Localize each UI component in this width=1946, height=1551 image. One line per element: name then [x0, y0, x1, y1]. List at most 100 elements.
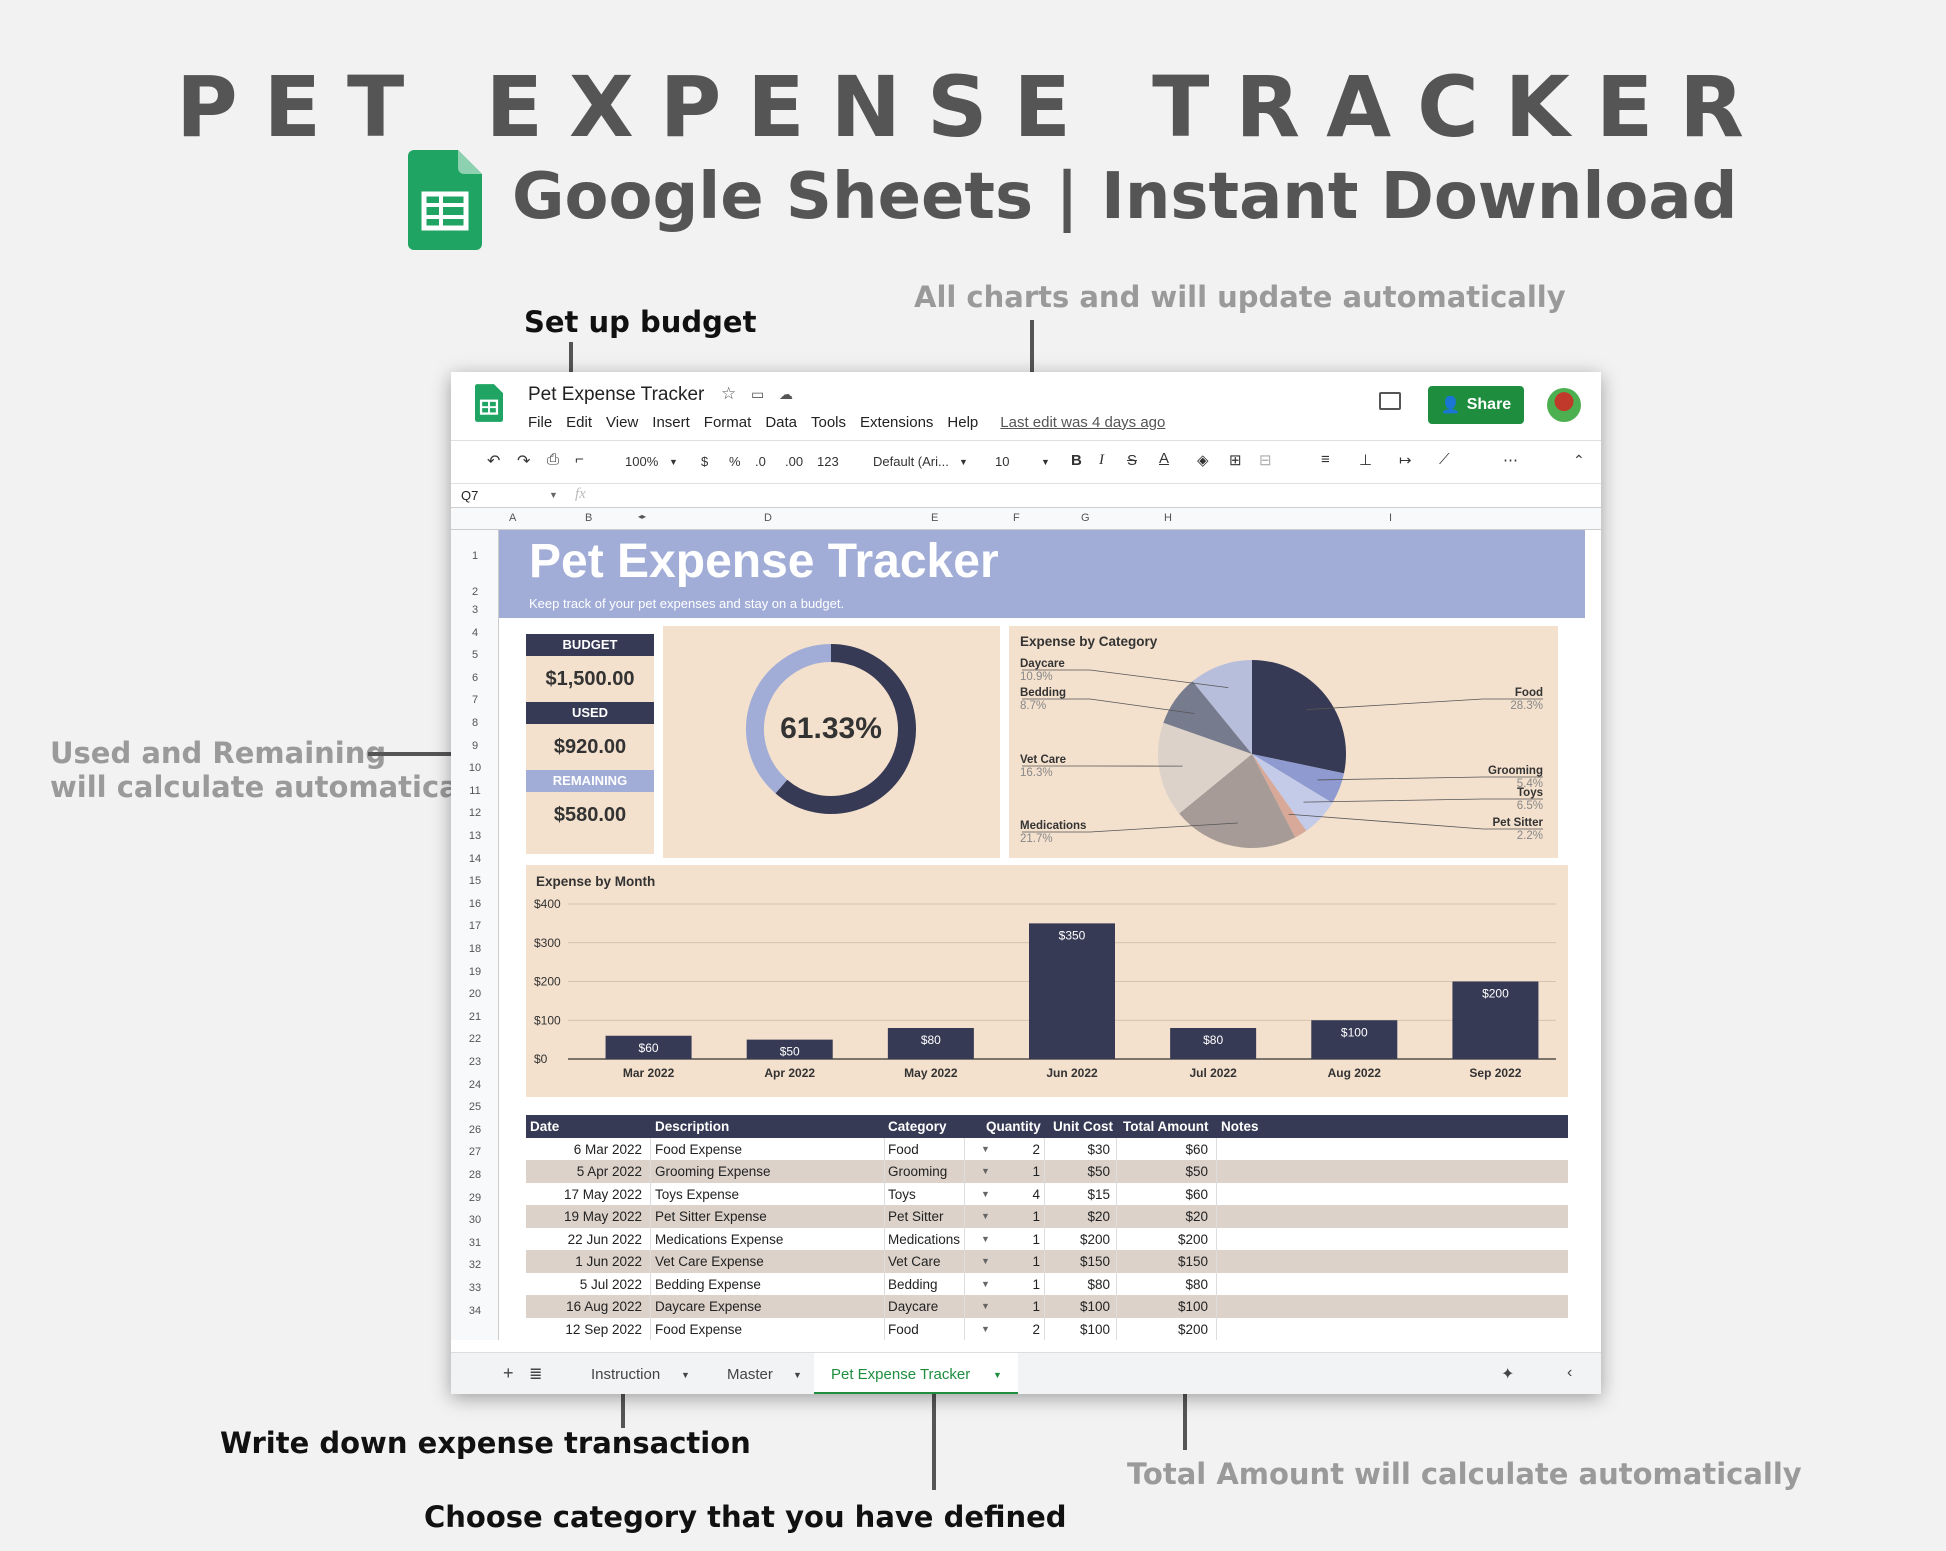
row-header[interactable]: 19 — [468, 965, 482, 978]
row-header[interactable]: 3 — [471, 604, 479, 616]
budget-value[interactable]: $1,500.00 — [545, 668, 635, 690]
category-dropdown-icon[interactable]: ▼ — [981, 1211, 990, 1221]
paint-format-icon[interactable]: ⌐ — [575, 451, 584, 468]
borders-icon[interactable]: ⊞ — [1229, 452, 1242, 469]
unit-cost-cell[interactable]: $20 — [1087, 1209, 1110, 1224]
increase-decimal-button[interactable]: .00 — [785, 454, 804, 469]
row-header[interactable]: 16 — [468, 897, 482, 910]
quantity-cell[interactable]: 1 — [1032, 1276, 1040, 1292]
row-header[interactable]: 30 — [468, 1214, 482, 1227]
align-left-icon[interactable]: ≡ — [1321, 451, 1330, 468]
chevron-down-icon[interactable]: ▼ — [681, 1370, 690, 1380]
strikethrough-button[interactable]: S — [1127, 452, 1138, 469]
description-cell[interactable]: Daycare Expense — [655, 1299, 762, 1314]
quantity-cell[interactable]: 1 — [1032, 1164, 1040, 1179]
unit-cost-cell[interactable]: $30 — [1087, 1141, 1110, 1157]
add-sheet-icon[interactable]: + — [503, 1363, 514, 1383]
column-header[interactable]: I — [1389, 512, 1393, 524]
unit-cost-cell[interactable]: $200 — [1079, 1231, 1110, 1247]
sheets-app-icon[interactable] — [475, 384, 503, 422]
column-header[interactable]: B — [585, 512, 593, 524]
font-size-select[interactable]: 10 — [995, 454, 1010, 469]
chevron-down-icon[interactable]: ▼ — [959, 457, 968, 467]
category-dropdown-icon[interactable]: ▼ — [981, 1143, 990, 1154]
date-cell[interactable]: 17 May 2022 — [563, 1186, 642, 1202]
row-header[interactable]: 22 — [468, 1033, 482, 1046]
total-amount-cell[interactable]: $80 — [1185, 1276, 1208, 1292]
chevron-down-icon[interactable]: ▼ — [669, 457, 678, 467]
column-header[interactable]: H — [1164, 512, 1172, 524]
chevron-down-icon[interactable]: ▼ — [549, 490, 558, 500]
quantity-cell[interactable]: 2 — [1032, 1321, 1040, 1337]
category-dropdown-icon[interactable]: ▼ — [981, 1166, 990, 1176]
text-rotation-icon[interactable]: ⟋ — [1439, 451, 1450, 468]
row-header[interactable]: 17 — [468, 920, 482, 933]
move-folder-icon[interactable]: ▭ — [751, 386, 765, 402]
row-header[interactable]: 34 — [468, 1304, 482, 1317]
menu-data[interactable]: Data — [765, 414, 797, 431]
column-expand-icon[interactable]: ◂▸ — [638, 512, 647, 521]
name-box[interactable]: Q7 — [461, 488, 479, 503]
row-header[interactable]: 20 — [468, 988, 482, 1001]
unit-cost-cell[interactable]: $100 — [1079, 1299, 1110, 1314]
text-wrap-icon[interactable]: ↦ — [1399, 452, 1412, 469]
text-color-button[interactable]: A — [1159, 450, 1170, 467]
date-cell[interactable]: 5 Jul 2022 — [579, 1276, 642, 1292]
chevron-down-icon[interactable]: ▼ — [993, 1370, 1002, 1380]
column-header[interactable]: G — [1081, 512, 1090, 524]
description-cell[interactable]: Toys Expense — [655, 1186, 740, 1202]
row-header[interactable]: 10 — [468, 762, 482, 775]
row-header[interactable]: 33 — [468, 1282, 482, 1294]
currency-format-button[interactable]: $ — [701, 454, 709, 469]
quantity-cell[interactable]: 1 — [1032, 1254, 1040, 1269]
row-header[interactable]: 8 — [471, 717, 479, 729]
category-cell[interactable]: Bedding — [888, 1276, 938, 1292]
total-amount-cell[interactable]: $50 — [1185, 1164, 1208, 1179]
category-cell[interactable]: Food — [888, 1141, 919, 1157]
unit-cost-cell[interactable]: $50 — [1087, 1164, 1110, 1179]
description-cell[interactable]: Food Expense — [655, 1321, 743, 1337]
category-dropdown-icon[interactable]: ▼ — [981, 1323, 990, 1334]
row-header[interactable]: 25 — [468, 1101, 482, 1114]
row-header[interactable]: 13 — [468, 830, 482, 842]
category-dropdown-icon[interactable]: ▼ — [981, 1188, 990, 1199]
column-header[interactable]: A — [509, 512, 517, 524]
date-cell[interactable]: 1 Jun 2022 — [575, 1254, 642, 1269]
quantity-cell[interactable]: 1 — [1032, 1231, 1040, 1247]
comment-icon[interactable] — [1379, 392, 1401, 410]
collapse-menus-icon[interactable]: ⌃ — [1573, 452, 1585, 468]
description-cell[interactable]: Vet Care Expense — [655, 1254, 764, 1269]
decrease-decimal-button[interactable]: .0 — [755, 454, 766, 469]
row-header[interactable]: 7 — [471, 694, 479, 707]
zoom-select[interactable]: 100% — [625, 454, 659, 469]
last-edit-link[interactable]: Last edit was 4 days ago — [1000, 414, 1166, 431]
percent-format-button[interactable]: % — [729, 454, 741, 469]
column-header[interactable]: D — [764, 512, 772, 524]
category-cell[interactable]: Toys — [888, 1186, 916, 1202]
menu-extensions[interactable]: Extensions — [860, 414, 934, 431]
date-cell[interactable]: 19 May 2022 — [563, 1209, 642, 1224]
description-cell[interactable]: Medications Expense — [655, 1231, 784, 1247]
description-cell[interactable]: Food Expense — [655, 1141, 743, 1157]
menu-file[interactable]: File — [528, 414, 553, 431]
category-cell[interactable]: Medications — [888, 1231, 961, 1247]
row-header[interactable]: 15 — [468, 875, 482, 888]
total-amount-cell[interactable]: $60 — [1185, 1186, 1208, 1202]
category-cell[interactable]: Daycare — [888, 1299, 939, 1314]
category-cell[interactable]: Grooming — [888, 1164, 948, 1179]
avatar[interactable] — [1547, 388, 1581, 422]
vertical-align-icon[interactable]: ⊥ — [1359, 452, 1373, 469]
row-header[interactable]: 18 — [468, 943, 482, 955]
description-cell[interactable]: Pet Sitter Expense — [655, 1209, 767, 1224]
font-family-select[interactable]: Default (Ari... — [873, 454, 949, 469]
total-amount-cell[interactable]: $20 — [1185, 1209, 1208, 1224]
italic-button[interactable]: I — [1099, 452, 1104, 468]
row-header[interactable]: 14 — [468, 852, 482, 865]
quantity-cell[interactable]: 2 — [1032, 1141, 1040, 1157]
row-header[interactable]: 27 — [468, 1146, 482, 1159]
tab-pet-expense-tracker[interactable]: Pet Expense Tracker — [831, 1366, 971, 1383]
category-dropdown-icon[interactable]: ▼ — [981, 1278, 990, 1289]
category-dropdown-icon[interactable]: ▼ — [981, 1256, 990, 1266]
row-header[interactable]: 11 — [469, 784, 481, 797]
category-cell[interactable]: Food — [888, 1321, 919, 1337]
